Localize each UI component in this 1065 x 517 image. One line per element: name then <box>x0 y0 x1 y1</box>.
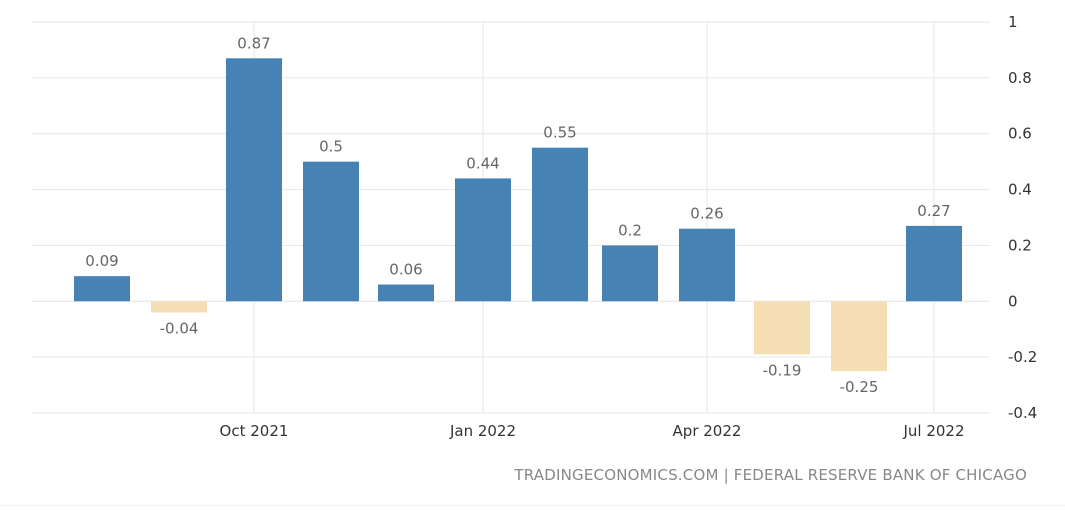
y-tick-label: 1 <box>1008 13 1018 31</box>
x-tick-label: Jan 2022 <box>449 422 516 440</box>
data-label: 0.2 <box>618 221 642 239</box>
data-label: -0.04 <box>160 319 199 337</box>
data-label: 0.27 <box>917 202 950 220</box>
data-label: -0.25 <box>840 378 879 396</box>
y-tick-label: 0.8 <box>1008 69 1032 87</box>
bar <box>679 228 735 302</box>
bar <box>906 225 962 302</box>
data-label: 0.06 <box>389 261 422 279</box>
x-tick-label: Apr 2022 <box>673 422 742 440</box>
bar <box>754 301 810 355</box>
data-label: 0.87 <box>237 34 270 52</box>
data-label: 0.55 <box>543 124 576 142</box>
bar <box>74 276 130 302</box>
bar <box>602 245 658 302</box>
y-tick-label: -0.2 <box>1008 348 1037 366</box>
y-tick-label: 0.4 <box>1008 181 1032 199</box>
bar <box>303 161 359 302</box>
bottom-divider <box>0 505 1065 506</box>
x-tick-label: Jul 2022 <box>902 422 964 440</box>
bar <box>378 284 434 302</box>
bar <box>532 147 588 302</box>
data-label: 0.09 <box>85 252 118 270</box>
bar <box>151 301 207 313</box>
bar <box>455 178 511 302</box>
data-label: 0.44 <box>466 154 499 172</box>
data-label: 0.26 <box>690 205 723 223</box>
y-tick-label: 0.2 <box>1008 236 1032 254</box>
data-label: -0.19 <box>763 361 802 379</box>
y-tick-label: 0.6 <box>1008 125 1032 143</box>
x-tick-label: Oct 2021 <box>220 422 289 440</box>
bar <box>831 301 887 372</box>
y-tick-label: -0.4 <box>1008 404 1037 422</box>
data-label: 0.5 <box>319 138 343 156</box>
bar <box>226 58 282 302</box>
y-tick-label: 0 <box>1008 292 1018 310</box>
source-attribution: TRADINGECONOMICS.COM | FEDERAL RESERVE B… <box>514 466 1027 484</box>
